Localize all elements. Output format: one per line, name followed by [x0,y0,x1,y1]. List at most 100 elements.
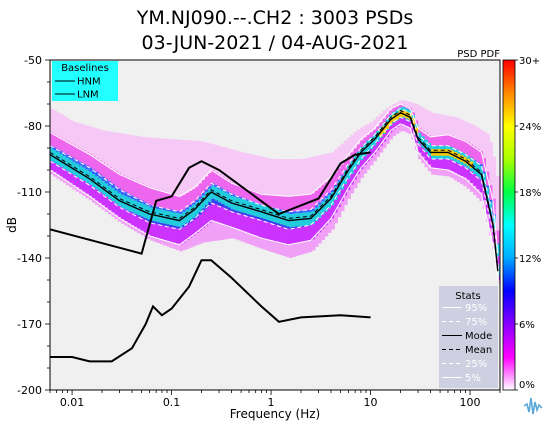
density-cell [272,224,277,241]
density-cell [463,156,468,164]
density-cell [489,199,493,202]
colorbar-tick-label: 12% [519,254,541,265]
density-cell [176,139,180,196]
density-cell [72,175,77,186]
density-cell [379,137,384,146]
density-cell [314,235,319,247]
density-cell [292,159,296,196]
density-cell [214,145,219,173]
density-cell [98,174,103,179]
density-cell [376,116,380,127]
density-cell [411,112,416,118]
density-cell [389,126,393,133]
density-cell [159,138,164,191]
density-cell [447,134,451,146]
density-cell [95,171,99,177]
density-cell [121,190,125,195]
density-cell [285,228,290,245]
density-cell [266,222,271,240]
density-cell [259,220,264,238]
density-cell [121,208,125,220]
density-cell [195,202,200,216]
density-cell [395,127,400,134]
density-cell [159,239,164,245]
density-cell [146,234,151,239]
density-cell [450,116,455,136]
y-tick-label: -80 [24,120,42,133]
density-cell [82,191,87,196]
density-cell [50,161,54,170]
density-cell [492,216,497,230]
density-cell [298,242,303,255]
density-cell [437,114,442,137]
density-cell [460,139,464,152]
density-cell [195,233,200,245]
density-cell [437,168,442,176]
colorbar-ticks: 0% 6% 12% 18% 24% 30+ [515,56,541,391]
legend-p95-label: 95% [465,303,487,314]
density-cell [56,112,61,137]
density-cell [272,208,277,209]
density-cell [117,188,122,193]
density-cell [227,194,232,208]
density-cell [66,118,70,142]
density-cell [104,207,109,212]
density-cell [62,116,67,140]
density-cell [75,177,80,188]
density-cell [421,130,426,138]
density-cell [486,214,490,223]
density-cell [405,106,409,111]
density-cell [234,184,238,196]
density-cell [201,179,206,194]
density-cell [418,105,422,129]
colorbar-tick-label: 6% [519,320,535,331]
density-cell [318,204,322,218]
density-cell [195,186,200,200]
density-cell [321,199,326,202]
density-cell [469,144,474,158]
density-cell [427,164,432,172]
density-cell [69,182,74,188]
density-cell [285,211,290,214]
density-cell [188,207,193,221]
density-cell [259,237,264,249]
density-cell [101,194,106,206]
density-cell [208,201,212,206]
density-cell [382,126,387,133]
density-cell [188,190,193,205]
density-cell [376,126,380,133]
density-cell [447,169,451,177]
density-cell [460,176,464,185]
density-cell [463,177,468,187]
density-cell [159,207,164,210]
density-cell [243,215,248,232]
density-cell [453,152,458,159]
density-cell [350,174,355,185]
density-cell [405,126,409,133]
density-cell [366,161,371,170]
density-cell [237,196,242,199]
density-cell [237,211,242,214]
density-cell [221,190,225,204]
density-cell [150,187,154,206]
density-cell [263,238,267,250]
density-cell [205,191,209,206]
density-cell [363,137,368,146]
density-cell [156,238,161,243]
density-cell [221,146,225,177]
density-cell [305,210,309,213]
density-cell [227,180,232,193]
density-cell [250,234,254,246]
density-cell [95,189,99,201]
density-cell [298,195,303,211]
density-cell [398,125,403,132]
density-cell [279,226,284,243]
density-cell [256,155,261,193]
plot-frame [49,59,501,391]
density-cell [163,225,167,240]
density-cell [169,193,174,210]
density-cell [143,219,148,233]
density-cell [143,202,148,205]
density-cell [230,193,235,197]
density-cell [224,192,229,206]
